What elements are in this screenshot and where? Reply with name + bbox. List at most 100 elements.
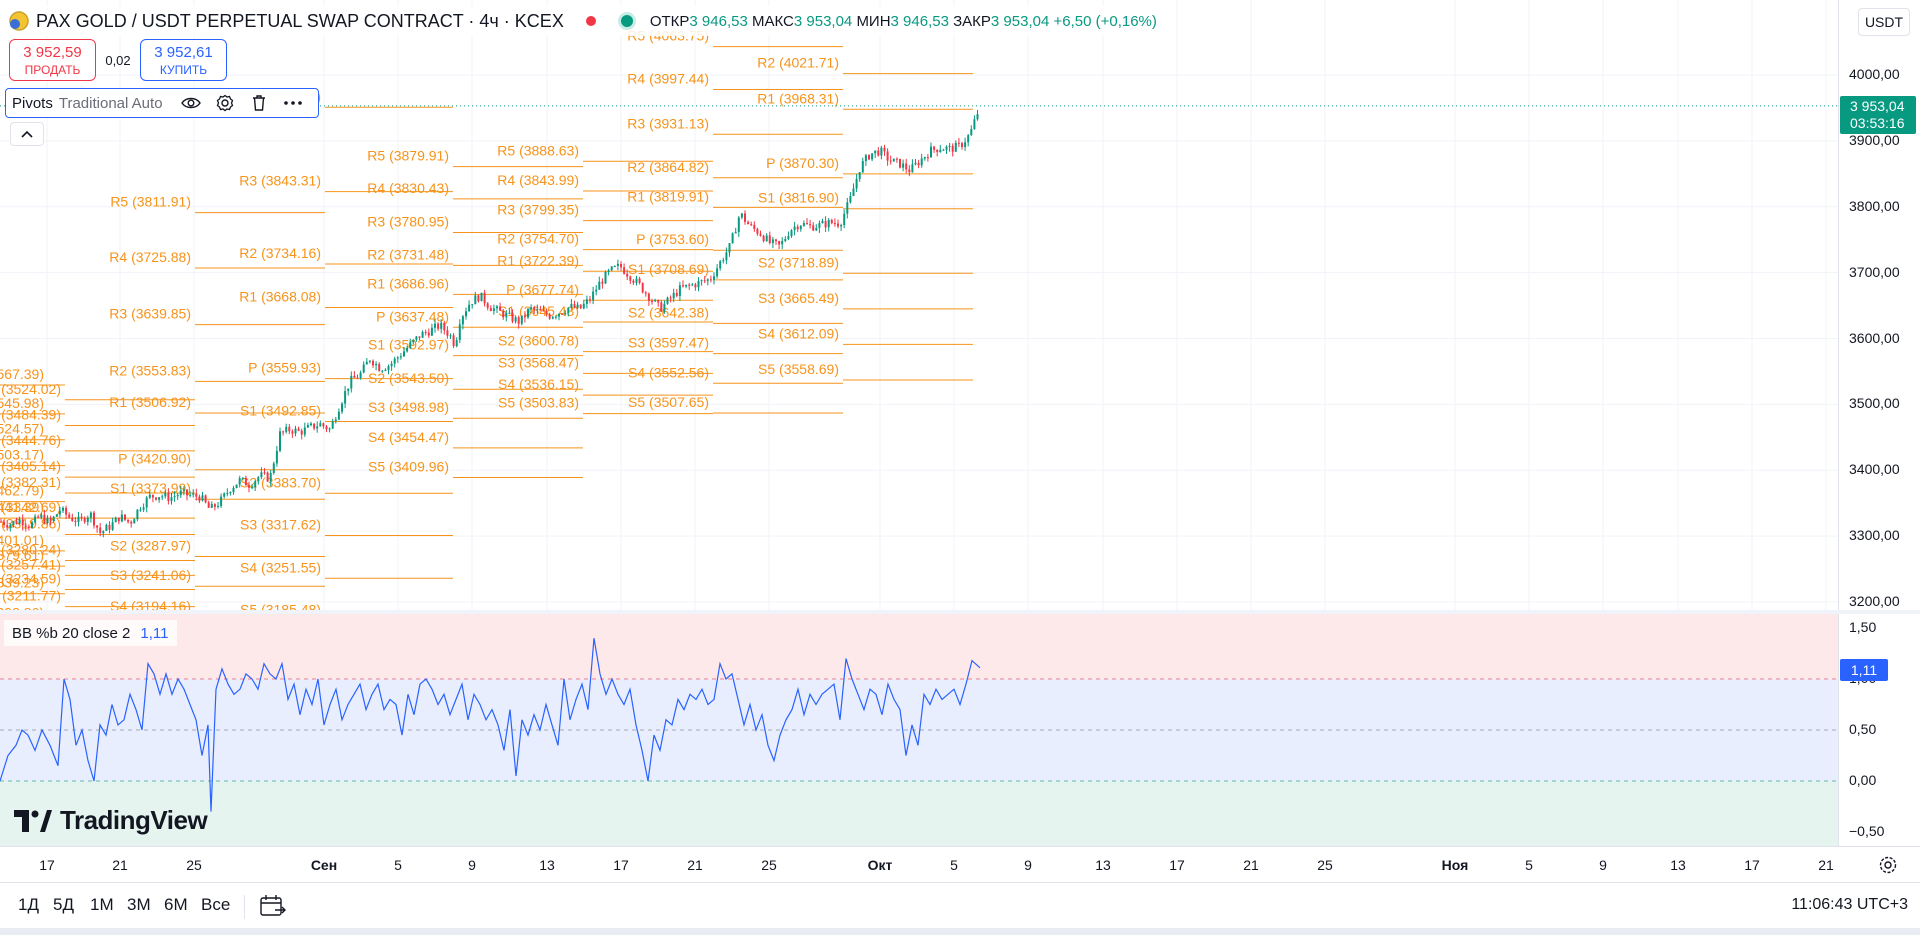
clock[interactable]: 11:06:43 UTC+3 <box>1791 896 1908 913</box>
candle-body <box>328 428 331 430</box>
candle-body <box>942 149 945 151</box>
pivot-level-label: S4 (3536.15) <box>498 376 579 392</box>
candle-body <box>576 304 579 308</box>
pivot-level-label: S2 (3280.24) <box>0 541 61 557</box>
bb-indicator-pane[interactable] <box>0 614 1838 846</box>
candle-body <box>961 143 963 148</box>
candle-body <box>837 223 839 227</box>
collapse-legend-button[interactable] <box>10 122 44 146</box>
sell-price: 3 952,59 <box>23 43 82 61</box>
range-1m-button[interactable]: 1М <box>90 895 114 914</box>
price-axis[interactable]: 4000,00 3900,00 3800,00 3700,00 3600,00 3500,… <box>1838 0 1920 610</box>
currency-select[interactable]: USDT <box>1858 8 1910 36</box>
more-icon[interactable] <box>279 91 307 115</box>
ohlc-values: ОТКР3 946,53 МАКС3 953,04 МИН3 946,53 ЗА… <box>650 13 1157 30</box>
range-1d-button[interactable]: 1Д <box>18 895 39 914</box>
candle-body <box>598 281 601 290</box>
bb-indicator-svg[interactable] <box>0 614 1838 846</box>
trash-icon[interactable] <box>245 91 273 115</box>
pivot-level-label: R5 (3888.63) <box>497 142 579 158</box>
candle-body <box>303 427 306 435</box>
candle-body <box>474 295 477 305</box>
candle-body <box>514 317 517 322</box>
bottom-toolbar: 1Д 5Д 1М 3М 6М Все 11:06:43 UTC+3 <box>0 882 1920 928</box>
sell-label: ПРОДАТЬ <box>24 62 81 77</box>
time-axis-label: 17 <box>1744 857 1760 873</box>
candle-body <box>120 514 123 522</box>
bottom-panel-strip[interactable] <box>0 928 1920 935</box>
candle-body <box>393 358 396 364</box>
time-axis[interactable]: 17 21 25 Сен 5 9 13 17 21 25 Окт 5 9 13 17 21 25 Ноя 5 9 13 1… <box>0 846 1920 882</box>
candle-body <box>883 147 886 152</box>
candle-body <box>951 145 954 152</box>
pivot-level-label: S3 (3317.62) <box>240 516 321 532</box>
indicator-axis-label: −0,50 <box>1849 823 1885 839</box>
time-axis-label: 25 <box>1317 857 1333 873</box>
candle-body <box>130 521 133 524</box>
candle-body <box>266 472 269 482</box>
sell-button[interactable]: 3 952,59 ПРОДАТЬ <box>9 39 96 81</box>
settings-gear-icon[interactable] <box>211 91 239 115</box>
pivot-level-label: R5 (3567.39) <box>0 366 44 382</box>
candle-body <box>930 146 932 158</box>
pivots-indicator-legend[interactable]: Pivots Traditional Auto <box>5 88 319 118</box>
buy-button[interactable]: 3 952,61 КУПИТЬ <box>140 39 227 81</box>
candle-body <box>68 514 71 518</box>
candle-body <box>204 495 207 503</box>
candle-body <box>809 224 812 226</box>
candle-body <box>62 507 64 511</box>
candle-body <box>846 202 849 214</box>
candle-body <box>260 472 263 478</box>
candle-body <box>632 280 635 283</box>
time-axis-label: 5 <box>950 857 958 873</box>
pivot-level-label: S1 (3373.99) <box>110 480 191 496</box>
price-axis-label: 3700,00 <box>1849 263 1900 280</box>
pivot-level-label: P (3342.69) <box>0 499 61 515</box>
calendar-go-to-icon[interactable] <box>258 893 286 919</box>
bb-indicator-legend[interactable]: BB %b 20 close 2 1,11 <box>4 620 177 646</box>
candle-body <box>55 514 58 517</box>
candle-body <box>387 366 390 370</box>
candle-body <box>316 426 319 429</box>
candle-body <box>471 304 474 306</box>
candle-body <box>337 411 340 420</box>
candle-body <box>669 297 672 299</box>
tradingview-logo[interactable]: TradingView <box>14 805 208 836</box>
candle-body <box>275 450 278 464</box>
pane-separator[interactable] <box>0 610 1920 614</box>
candle-body <box>142 507 145 510</box>
candle-body <box>272 463 275 474</box>
pivot-level-label: R1 (3462.79) <box>0 483 44 499</box>
candle-body <box>124 514 126 520</box>
candle-body <box>384 369 387 371</box>
pivot-level-label: S3 (3597.47) <box>628 335 709 351</box>
indicator-axis[interactable]: 1,501,000,500,00−0,50 <box>1838 614 1920 846</box>
candle-body <box>629 276 632 281</box>
candle-body <box>0 521 2 523</box>
candle-body <box>86 517 89 522</box>
candle-body <box>468 304 471 312</box>
price-chart-pane[interactable]: R5 (3567.39) R4 (3545.98) R3 (3524.57) R2 (… <box>0 0 1838 610</box>
symbol-title[interactable]: PAX GOLD / USDT PERPETUAL SWAP CONTRACT … <box>36 10 564 31</box>
chart-header: PAX GOLD / USDT PERPETUAL SWAP CONTRACT … <box>8 6 1163 36</box>
price-chart-svg[interactable]: R5 (3567.39) R4 (3545.98) R3 (3524.57) R2 (… <box>0 0 1838 610</box>
range-3m-button[interactable]: 3М <box>127 895 151 914</box>
bb-value: 1,11 <box>140 624 169 642</box>
candle-body <box>802 223 805 226</box>
candle-body <box>350 375 353 389</box>
candle-body <box>114 517 117 523</box>
range-6m-button[interactable]: 6М <box>164 895 188 914</box>
axis-settings-gear-icon[interactable] <box>1878 855 1898 875</box>
ohlc-open-label: ОТКР <box>649 12 690 30</box>
candle-body <box>111 522 114 530</box>
range-5d-button[interactable]: 5Д <box>53 895 74 914</box>
range-all-button[interactable]: Все <box>201 895 231 914</box>
candle-body <box>9 524 12 528</box>
candle-body <box>390 363 393 367</box>
candle-body <box>849 196 852 203</box>
eye-icon[interactable] <box>177 91 205 115</box>
price-axis-label: 3200,00 <box>1849 593 1900 609</box>
candle-body <box>186 489 188 496</box>
time-axis-label: Сен <box>310 857 338 873</box>
candle-body <box>694 284 697 288</box>
